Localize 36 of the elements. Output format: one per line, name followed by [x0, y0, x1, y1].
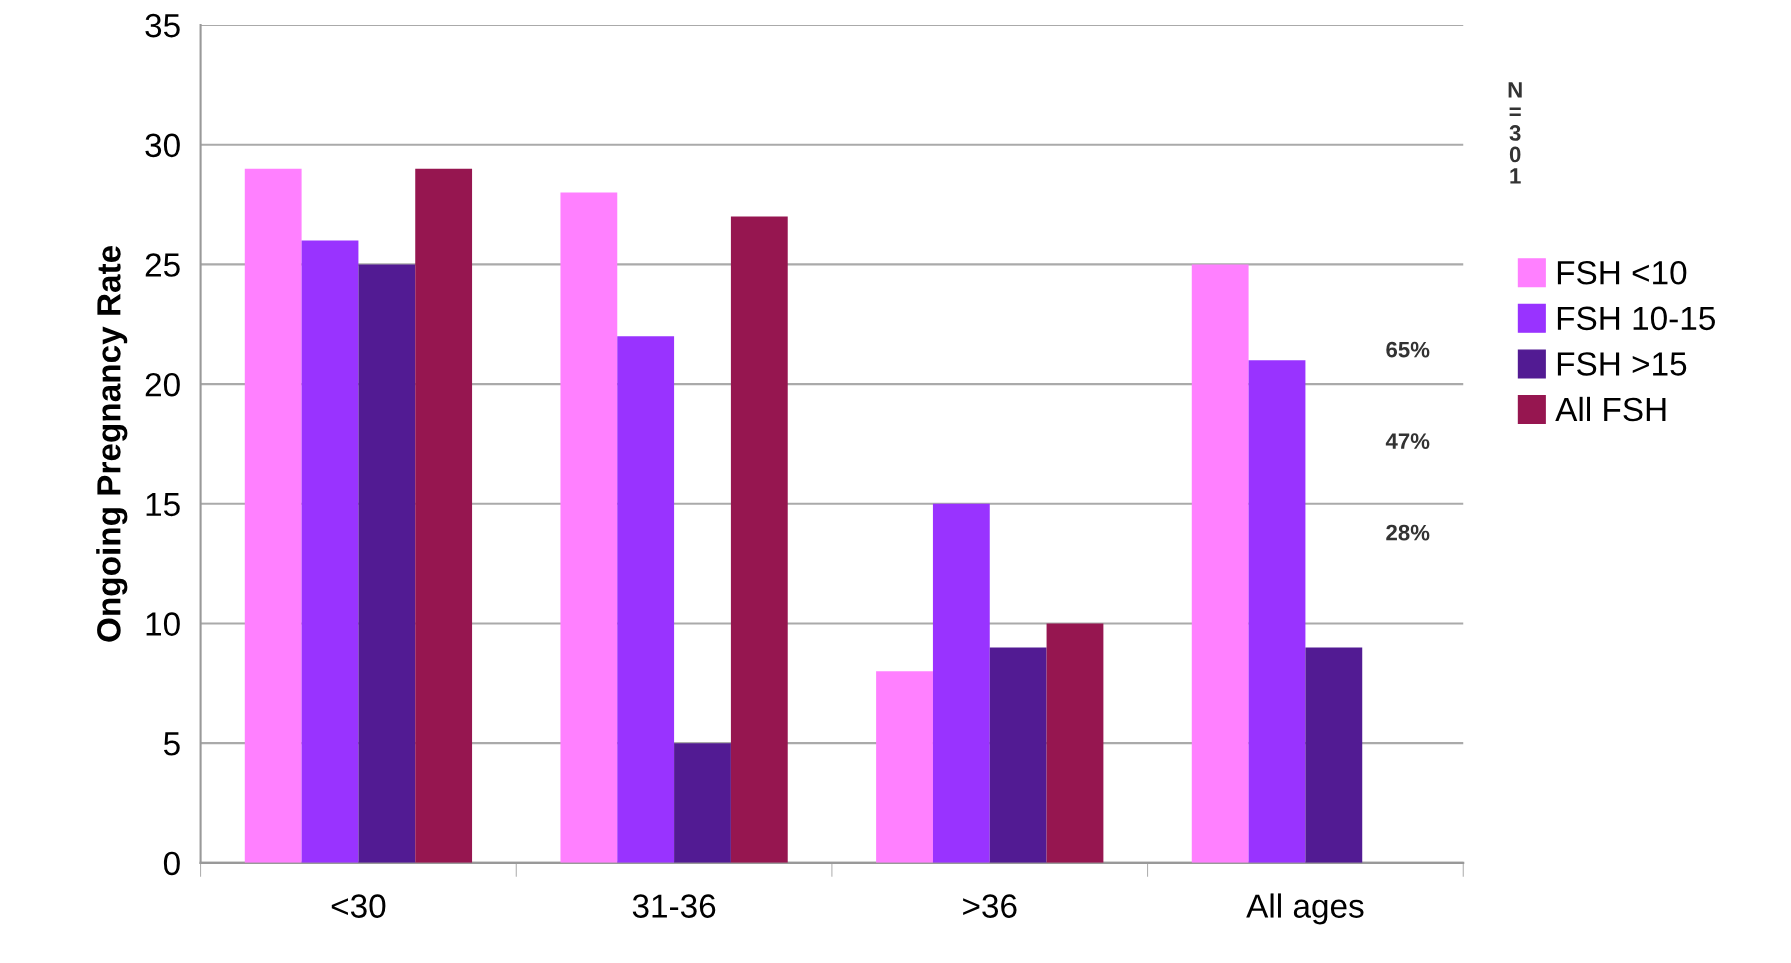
- x-tick-label: <30: [331, 894, 386, 918]
- bar: [244, 168, 302, 863]
- annotation: 47%: [1385, 433, 1430, 449]
- annotation: 28%: [1386, 524, 1430, 541]
- bar: [301, 240, 359, 863]
- y-tick-label: 10: [146, 612, 180, 636]
- legend-label: FSH >15: [1557, 352, 1687, 376]
- y-tick-label: 25: [145, 253, 180, 277]
- bar: [876, 671, 933, 863]
- x-tick-label: >36: [963, 894, 1017, 918]
- legend-label: All FSH: [1555, 396, 1666, 422]
- y-tick-label: 15: [146, 492, 180, 517]
- bar: [560, 192, 618, 863]
- y-tick-label: 20: [145, 372, 180, 397]
- bar: [932, 503, 990, 863]
- bar: [415, 168, 473, 863]
- bar: [674, 743, 731, 863]
- legend-label: FSH 10-15: [1557, 306, 1715, 331]
- legend-label: FSH <10: [1557, 260, 1687, 285]
- bar: [1248, 360, 1306, 863]
- bar: [1191, 264, 1249, 863]
- y-axis-title: Ongoing Pregnancy Rate: [96, 245, 128, 642]
- y-tick-label: 5: [163, 732, 180, 756]
- text: N = 3 0 1: [1508, 82, 1522, 184]
- bar: [1305, 647, 1363, 863]
- bar: [989, 647, 1047, 863]
- bar: [617, 336, 675, 863]
- x-tick-label: 31-36: [632, 894, 716, 918]
- y-tick-label: 30: [145, 133, 180, 158]
- bar: [1046, 623, 1104, 863]
- y-tick-label: 0: [163, 851, 180, 876]
- annotation: 65%: [1386, 341, 1430, 358]
- bar: [358, 264, 416, 863]
- y-tick-label: 35: [145, 13, 180, 38]
- x-tick-label: All ages: [1246, 893, 1364, 925]
- bar: [730, 216, 788, 863]
